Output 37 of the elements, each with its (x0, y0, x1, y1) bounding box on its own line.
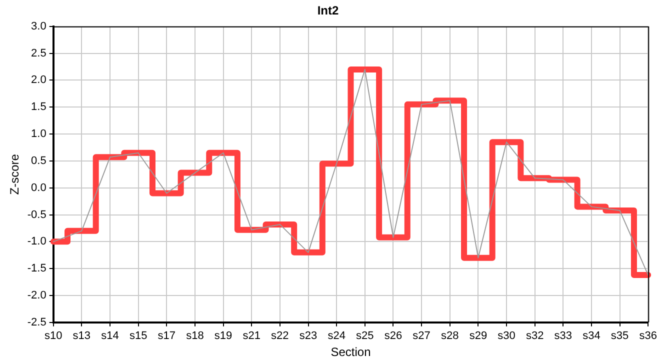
x-tick-label: s28 (441, 330, 459, 342)
x-tick-label: s13 (72, 330, 91, 342)
x-tick-label: s36 (639, 330, 658, 342)
y-tick-label: 0.0 (31, 182, 46, 194)
x-tick-label: s19 (214, 330, 232, 342)
y-tick-label: 3.0 (31, 20, 46, 32)
x-tick-label: s35 (610, 330, 629, 342)
y-tick-label: -2.5 (27, 316, 46, 328)
y-tick-label: -1.5 (27, 262, 46, 275)
y-tick-label: -1.0 (27, 236, 46, 248)
x-tick-label: s14 (101, 330, 119, 342)
x-tick-label: s18 (186, 330, 204, 342)
x-tick-label: s25 (356, 330, 374, 342)
y-tick-label: 2.5 (31, 47, 46, 60)
x-tick-label: s21 (242, 330, 260, 342)
x-tick-label: s15 (129, 330, 148, 342)
x-tick-label: s22 (271, 330, 289, 342)
y-tick-label: -0.5 (27, 208, 46, 221)
x-tick-label: s26 (384, 330, 402, 342)
x-tick-label: s32 (526, 330, 544, 342)
y-tick-label: 0.5 (31, 154, 46, 167)
x-tick-label: s10 (44, 330, 62, 342)
x-tick-label: s23 (299, 330, 318, 342)
y-tick-label: -2.0 (27, 290, 46, 302)
x-tick-label: s24 (328, 330, 346, 342)
x-tick-label: s33 (554, 330, 572, 342)
x-tick-label: s29 (469, 330, 488, 342)
x-tick-label: s27 (412, 330, 430, 342)
x-tick-label: s17 (158, 330, 176, 342)
y-tick-label: 2.0 (31, 74, 46, 86)
x-axis-title: Section (330, 345, 371, 360)
y-axis-title: Z-score (8, 154, 22, 195)
y-tick-label: 1.5 (31, 101, 46, 114)
x-tick-label: s34 (582, 330, 600, 342)
x-tick-label: s30 (498, 330, 516, 342)
chart-title: Int2 (317, 4, 339, 18)
y-tick-label: 1.0 (31, 128, 46, 140)
